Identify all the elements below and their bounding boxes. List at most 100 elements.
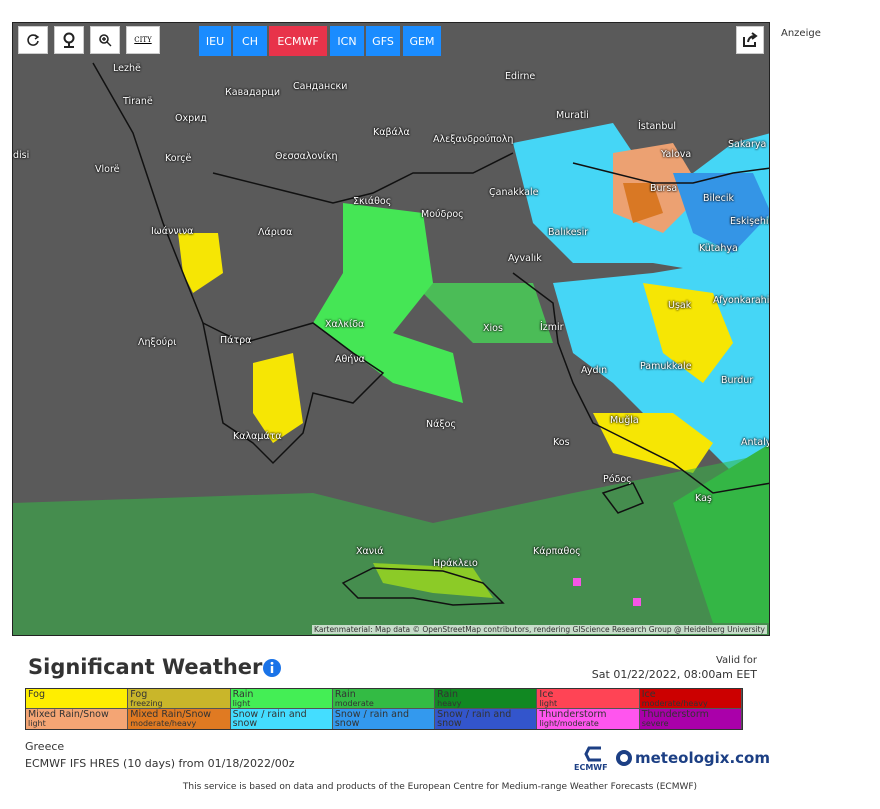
legend-item: Rain heavy	[435, 689, 538, 709]
map-label: Λάρισα	[258, 227, 293, 238]
legend-name: Rain	[334, 689, 356, 700]
ad-label: Anzeige	[781, 28, 821, 39]
model-button[interactable]: ICN	[330, 26, 364, 56]
legend-sub: light	[28, 719, 46, 728]
legend-sub: moderate/heavy	[130, 719, 197, 728]
legend-sub: freezing	[130, 699, 163, 708]
map-label: Κάρπαθος	[533, 546, 581, 557]
model-button[interactable]: GEM	[403, 26, 441, 56]
map-label: Охрид	[175, 113, 207, 124]
map-label: Burdur	[721, 375, 754, 386]
legend-name: Snow / rain and snow	[334, 709, 409, 729]
map-label: Ηράκλειο	[433, 558, 478, 569]
legend-name: Mixed Rain/Snow	[130, 709, 212, 720]
map-label: Lezhë	[113, 63, 141, 74]
map-label: Sakarya	[728, 139, 767, 150]
legend-name: Fog	[28, 689, 45, 700]
legend-sub: moderate	[335, 728, 432, 729]
zoom-icon	[99, 34, 112, 47]
legend-item: Snow / rain and snowmoderate	[332, 709, 436, 729]
legend-name: Snow / rain and snow	[232, 709, 307, 729]
brand: meteologix.com	[635, 749, 770, 767]
legend-item: Rain light	[230, 689, 333, 709]
refresh-icon	[27, 34, 40, 46]
map-label: Сандански	[293, 81, 348, 92]
info-icon[interactable]	[262, 658, 282, 678]
legend-item: Thunderstorm severe	[639, 709, 742, 729]
legend-item: Mixed Rain/Snow moderate/heavy	[128, 709, 231, 729]
model-button[interactable]: ECMWF	[269, 26, 327, 56]
map-label: Afyonkarahisar	[713, 295, 770, 306]
model-button[interactable]: IEU	[199, 26, 231, 56]
map-label: İstanbul	[638, 121, 677, 132]
legend-name: Thunderstorm	[641, 709, 709, 720]
map-label: Antalya	[741, 437, 769, 448]
weather-map[interactable]: Lezhë Tiranë Охрид Korçë Vlorë disi Кавадарци С…	[12, 22, 770, 636]
legend-sub: moderate/heavy	[641, 699, 708, 708]
valid-time: Sat 01/22/2022, 08:00am EET	[591, 668, 757, 681]
map-label: Ληξούρι	[138, 337, 177, 348]
legend-sub: heavy	[437, 728, 534, 729]
zoom-button[interactable]	[90, 26, 120, 54]
map-label: Χανιά	[356, 546, 384, 557]
map-label: Korçë	[165, 153, 192, 164]
legend-name: Rain	[437, 689, 459, 700]
map-label: Pamukkale	[640, 361, 692, 372]
map-label: disi	[13, 150, 30, 161]
map-label: Σκιάθος	[353, 196, 392, 207]
legend-item: Snow / rain and snowlight	[230, 709, 333, 729]
precip-overlay	[13, 123, 769, 635]
legend: Fog Fog freezing Rain light Rain moderate Rain h…	[25, 688, 743, 730]
coastlines	[92, 62, 769, 606]
map-label: Eskişehir	[730, 216, 770, 227]
pin-icon	[63, 32, 75, 48]
legend-item: Ice moderate/heavy	[639, 689, 742, 709]
map-label: Ayvalık	[508, 253, 542, 264]
legend-name: Snow / rain and snow	[437, 709, 512, 729]
share-button[interactable]	[736, 26, 764, 54]
legend-sub: heavy	[437, 699, 462, 708]
refresh-button[interactable]	[18, 26, 48, 54]
map-label: Πάτρα	[220, 335, 252, 346]
legend-item: Ice light	[537, 689, 640, 709]
map-label: Νάξος	[426, 419, 457, 430]
legend-item: Fog freezing	[128, 689, 231, 709]
legend-name: Rain	[232, 689, 254, 700]
map-label: Kaş	[695, 493, 712, 504]
legend-name: Fog	[130, 689, 148, 700]
city-button[interactable]: CITY	[126, 26, 160, 54]
model-button[interactable]: CH	[233, 26, 267, 56]
model-button[interactable]: GFS	[366, 26, 400, 56]
legend-item: Thunderstorm light/moderate	[537, 709, 640, 729]
legend-sub: severe	[641, 719, 669, 728]
legend-item: Rain moderate	[332, 689, 436, 709]
map-label: Muratli	[556, 110, 589, 121]
legend-name: Ice	[641, 689, 656, 700]
region: Greece	[25, 740, 65, 753]
map-label: Μούδρος	[421, 209, 464, 220]
map-label: Çanakkale	[489, 187, 539, 198]
legend-item: Mixed Rain/Snow light	[26, 709, 129, 729]
map-label: İzmir	[540, 322, 564, 333]
map-label: Ιωάννινα	[151, 226, 194, 237]
valid-for-label: Valid for	[715, 655, 757, 666]
legend-name: Ice	[539, 689, 554, 700]
map-label: Καβάλα	[373, 127, 410, 138]
legend-name: Mixed Rain/Snow	[28, 709, 109, 720]
map-label: Καλαμάτα	[233, 431, 282, 442]
legend-sub: light	[233, 728, 330, 729]
model-run: ECMWF IFS HRES (10 days) from 01/18/2022…	[25, 757, 295, 770]
location-button[interactable]	[54, 26, 84, 54]
legend-sub: moderate	[334, 699, 374, 708]
map-label: Kos	[553, 437, 570, 448]
map-label: Кавадарци	[225, 87, 281, 98]
map-label: Uşak	[668, 300, 692, 311]
map-label: Yalova	[661, 149, 692, 160]
map-label: Ρόδος	[603, 474, 632, 485]
legend-name: Thunderstorm	[539, 709, 607, 720]
ecmwf-logo: ECMWF	[574, 763, 608, 772]
map-label: Muğla	[610, 415, 639, 426]
brand-icon	[616, 750, 632, 766]
legend-sub: light	[539, 699, 558, 708]
